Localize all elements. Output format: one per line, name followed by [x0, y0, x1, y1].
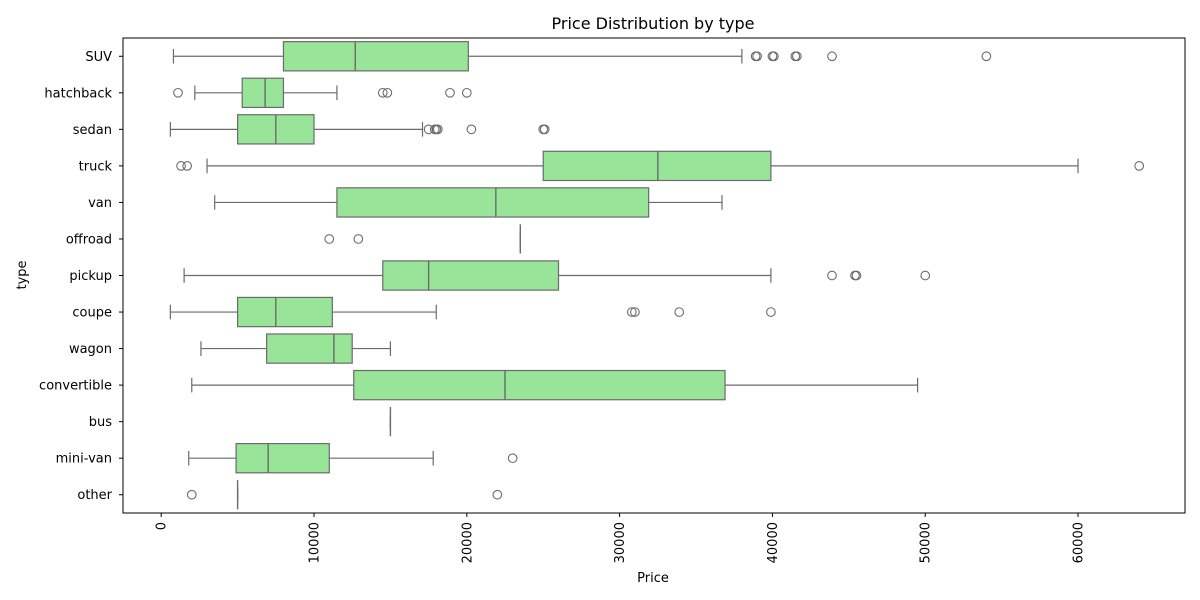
x-tick-label: 20000 — [460, 522, 475, 563]
box-iqr — [353, 369, 726, 401]
box-iqr — [542, 150, 772, 182]
outlier-point — [920, 270, 931, 281]
y-tick-label: offroad — [66, 232, 112, 247]
y-axis-label: type — [15, 260, 30, 289]
outlier-point — [851, 270, 862, 281]
outlier-point — [466, 124, 477, 135]
y-tick-label: pickup — [69, 269, 112, 284]
outlier-point — [492, 489, 503, 500]
box-group-offroad — [324, 224, 521, 254]
box-iqr — [237, 296, 333, 328]
x-tick-label: 10000 — [308, 522, 323, 563]
outlier-point — [539, 124, 550, 135]
y-tick-label: wagon — [69, 342, 112, 357]
box-iqr — [235, 442, 330, 474]
outlier-point — [461, 87, 472, 98]
outlier-point — [827, 270, 837, 281]
chart-title: Price Distribution by type — [552, 14, 755, 33]
outlier-point — [827, 51, 837, 62]
outlier-point — [324, 234, 335, 244]
box-iqr — [241, 77, 285, 109]
x-tick-label: 60000 — [1072, 522, 1087, 563]
y-tick-label: van — [88, 196, 112, 211]
y-tick-label: mini-van — [56, 452, 112, 467]
outlier-point — [377, 87, 388, 98]
box-group-pickup — [183, 260, 931, 291]
box-group-SUV — [172, 41, 992, 72]
outlier-point — [173, 87, 183, 98]
y-tick-label: truck — [79, 159, 113, 174]
outlier-point — [1134, 161, 1145, 171]
box-group-mini-van — [188, 442, 518, 474]
box-group-truck — [176, 150, 1145, 182]
x-tick-label: 30000 — [613, 522, 628, 563]
box-iqr — [336, 187, 650, 218]
outlier-point — [752, 51, 762, 62]
box-group-wagon — [200, 333, 392, 364]
box-group-other — [186, 480, 503, 510]
box-group-hatchback — [173, 77, 472, 109]
outlier-point — [176, 161, 186, 171]
outlier-point — [382, 87, 393, 98]
x-tick-label: 50000 — [919, 522, 934, 563]
y-tick-label: hatchback — [44, 86, 112, 101]
x-tick-label: 40000 — [766, 522, 781, 563]
x-tick-label: 0 — [155, 522, 170, 530]
y-tick-label: SUV — [85, 50, 112, 65]
outlier-point — [626, 307, 637, 317]
box-group-coupe — [169, 296, 776, 328]
outlier-point — [353, 234, 364, 244]
outlier-point — [769, 51, 779, 62]
box-group-sedan — [169, 114, 550, 145]
outlier-point — [630, 307, 640, 317]
outlier-point — [507, 453, 518, 464]
plot-area — [169, 41, 1145, 510]
box-iqr — [282, 41, 469, 72]
y-tick-label: convertible — [39, 379, 112, 394]
outlier-point — [766, 307, 776, 317]
y-tick-label: sedan — [73, 123, 112, 138]
outlier-point — [445, 87, 455, 98]
x-axis-label: Price — [637, 571, 669, 586]
outlier-point — [981, 51, 992, 62]
outlier-point — [186, 489, 197, 500]
outlier-point — [423, 124, 434, 135]
y-tick-label: coupe — [72, 306, 112, 321]
box-iqr — [266, 333, 353, 364]
outlier-point — [182, 161, 193, 171]
box-group-convertible — [191, 369, 919, 401]
y-tick-label: bus — [89, 415, 112, 430]
box-group-van — [214, 187, 723, 218]
outlier-point — [792, 51, 802, 62]
y-tick-label: other — [77, 488, 112, 503]
outlier-point — [432, 124, 443, 135]
outlier-point — [674, 307, 685, 317]
box-iqr — [382, 260, 560, 291]
